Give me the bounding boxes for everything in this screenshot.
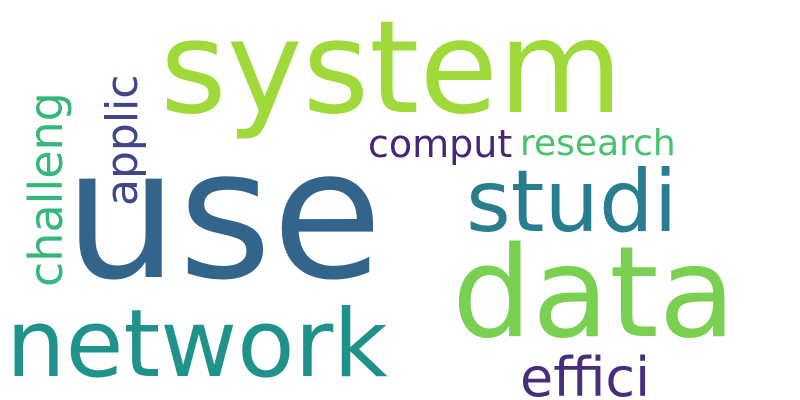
word-system: system	[160, 0, 623, 143]
word-research: research	[520, 123, 676, 164]
word-challeng: challeng	[19, 92, 73, 287]
word-studi: studi	[466, 152, 678, 252]
word-network: network	[6, 290, 388, 399]
word-comput: comput	[368, 122, 512, 166]
word-use: use	[64, 111, 383, 320]
word-effici: effici	[520, 346, 650, 400]
word-data: data	[452, 219, 736, 366]
word-applic: applic	[97, 75, 148, 206]
